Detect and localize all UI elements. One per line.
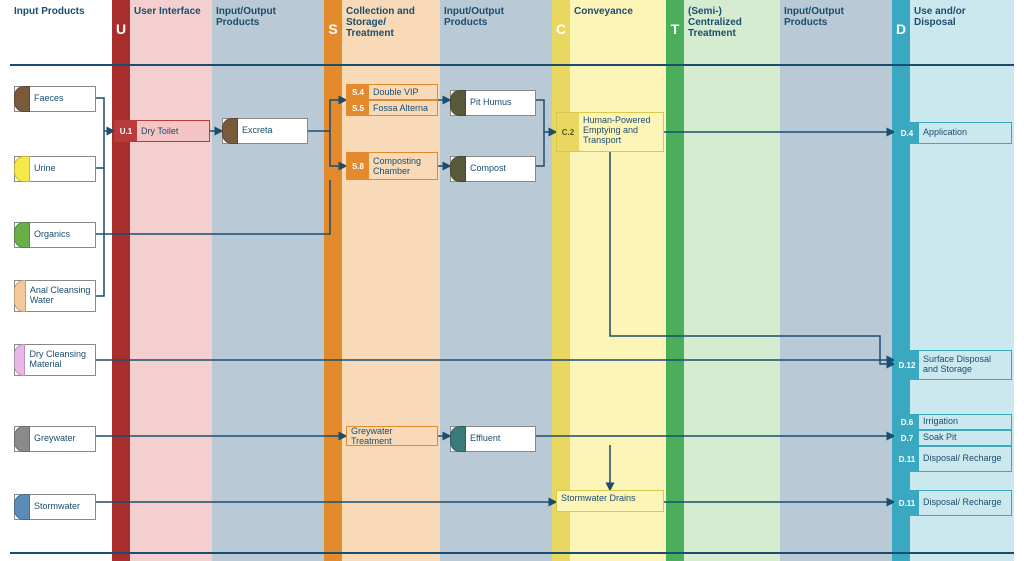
- d-box-D.6: D.6Irrigation: [894, 414, 1012, 430]
- node-organics: Organics: [14, 222, 96, 248]
- header-io1: Input/Output Products: [212, 0, 324, 58]
- header-c: Conveyance: [570, 0, 666, 58]
- node-faeces: Faeces: [14, 86, 96, 112]
- hr-1: [10, 552, 1014, 554]
- column-sB: [324, 0, 342, 561]
- d-box-D.12: D.12Surface Disposal and Storage: [894, 350, 1012, 380]
- node-pith: Pit Humus: [450, 90, 536, 116]
- s-box-fossa-alterna: S.5Fossa Alterna: [346, 100, 438, 116]
- d-box-D.4: D.4Application: [894, 122, 1012, 144]
- c-box-stormwater-drains: Stormwater Drains: [556, 490, 664, 512]
- d-box-D.11: D.11Disposal/ Recharge: [894, 490, 1012, 516]
- badge-D: D: [892, 0, 910, 58]
- s-box-greywater-treatment: Greywater Treatment: [346, 426, 438, 446]
- u-box: U.1Dry Toilet: [114, 120, 210, 142]
- node-comp: Compost: [450, 156, 536, 182]
- column-dB: [892, 0, 910, 561]
- column-uB: [112, 0, 130, 561]
- header-d: Use and/or Disposal: [910, 0, 1014, 58]
- node-urine: Urine: [14, 156, 96, 182]
- column-c: [570, 0, 666, 561]
- column-io2: [440, 0, 552, 561]
- node-excreta: Excreta: [222, 118, 308, 144]
- column-t: [684, 0, 780, 561]
- node-acw: Anal Cleansing Water: [14, 280, 96, 312]
- column-u: [130, 0, 212, 561]
- header-u: User Interface: [130, 0, 212, 58]
- node-effl: Effluent: [450, 426, 536, 452]
- column-tB: [666, 0, 684, 561]
- c-box-human-powered-emptying-and-transport: C.2Human-Powered Emptying and Transport: [556, 112, 664, 152]
- header-s: Collection and Storage/ Treatment: [342, 0, 440, 58]
- header-in1: Input Products: [10, 0, 112, 58]
- s-box-composting-chamber: S.8Composting Chamber: [346, 152, 438, 180]
- column-io3: [780, 0, 892, 561]
- sanitation-system-diagram: Input ProductsUUser InterfaceInput/Outpu…: [0, 0, 1024, 561]
- header-io3: Input/Output Products: [780, 0, 892, 58]
- column-d: [910, 0, 1014, 561]
- d-box-D.7: D.7Soak Pit: [894, 430, 1012, 446]
- s-box-double-vip: S.4Double VIP: [346, 84, 438, 100]
- header-io2: Input/Output Products: [440, 0, 552, 58]
- node-grey: Greywater: [14, 426, 96, 452]
- hr-0: [10, 64, 1014, 66]
- badge-S: S: [324, 0, 342, 58]
- badge-U: U: [112, 0, 130, 58]
- column-io1: [212, 0, 324, 561]
- d-box-D.11: D.11Disposal/ Recharge: [894, 446, 1012, 472]
- column-cB: [552, 0, 570, 561]
- badge-C: C: [552, 0, 570, 58]
- node-storm: Stormwater: [14, 494, 96, 520]
- node-dcm: Dry Cleansing Material: [14, 344, 96, 376]
- header-t: (Semi-) Centralized Treatment: [684, 0, 780, 58]
- badge-T: T: [666, 0, 684, 58]
